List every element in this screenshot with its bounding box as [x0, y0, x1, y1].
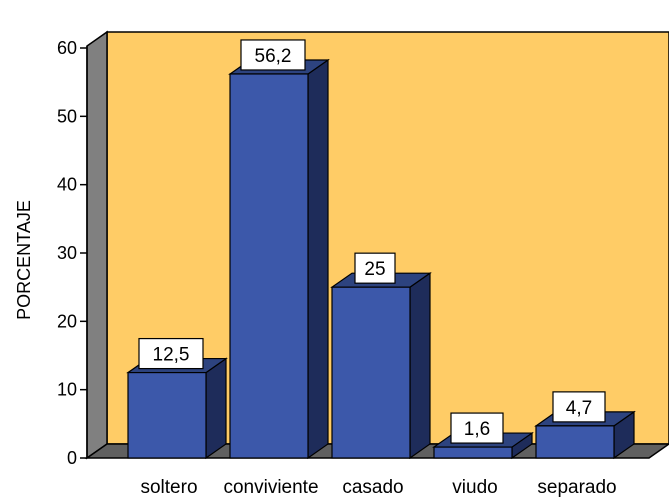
y-tick-label-2: 20 — [57, 311, 77, 331]
bar-conviviente — [228, 58, 330, 460]
bar-side-casado — [409, 272, 431, 460]
left-wall — [86, 30, 108, 460]
bar-front-separado — [535, 425, 615, 459]
data-label-text-separado: 4,7 — [566, 398, 592, 419]
data-label-conviviente: 56,2 — [240, 39, 306, 71]
bar-side-conviviente — [307, 58, 329, 460]
x-tick-label-separado: separado — [537, 477, 616, 498]
y-tick-label-0: 0 — [67, 448, 77, 468]
data-labels: 12,5 56,2 25 1,6 4,7 — [138, 39, 606, 444]
x-tick-label-viudo: viudo — [452, 477, 497, 498]
bar-side-soltero — [205, 357, 227, 460]
bar-casado — [330, 272, 432, 460]
y-tick-label-4: 40 — [57, 175, 77, 195]
data-label-box-viudo — [450, 412, 504, 444]
data-label-viudo: 1,6 — [450, 412, 504, 444]
data-label-text-conviviente: 56,2 — [255, 46, 292, 67]
x-axis: soltero conviviente casado viudo separado — [140, 477, 616, 498]
data-label-separado: 4,7 — [552, 391, 606, 423]
data-label-text-viudo: 1,6 — [464, 419, 490, 440]
data-label-box-casado — [354, 252, 396, 284]
bar-front-soltero — [127, 371, 207, 459]
y-tick-label-6: 60 — [57, 38, 77, 58]
y-axis: 0 10 20 30 40 50 60 — [57, 38, 88, 468]
y-axis-title: PORCENTAJE — [14, 200, 34, 320]
bar-front-conviviente — [229, 73, 309, 459]
x-tick-label-soltero: soltero — [140, 477, 197, 498]
data-label-text-casado: 25 — [364, 259, 385, 280]
data-label-soltero: 12,5 — [138, 337, 204, 370]
x-tick-label-casado: casado — [342, 477, 403, 498]
data-label-box-soltero — [138, 337, 204, 370]
x-tick-label-conviviente: conviviente — [223, 477, 318, 498]
y-tick-label-3: 30 — [57, 243, 77, 263]
y-tick-label-5: 50 — [57, 106, 77, 126]
data-label-box-separado — [552, 391, 606, 423]
data-label-box-conviviente — [240, 39, 306, 71]
bar-front-viudo — [433, 446, 513, 459]
data-label-text-soltero: 12,5 — [153, 345, 190, 366]
data-label-casado: 25 — [354, 252, 396, 284]
bar-soltero — [126, 357, 228, 460]
bar-front-casado — [331, 286, 411, 459]
y-tick-label-1: 10 — [57, 380, 77, 400]
